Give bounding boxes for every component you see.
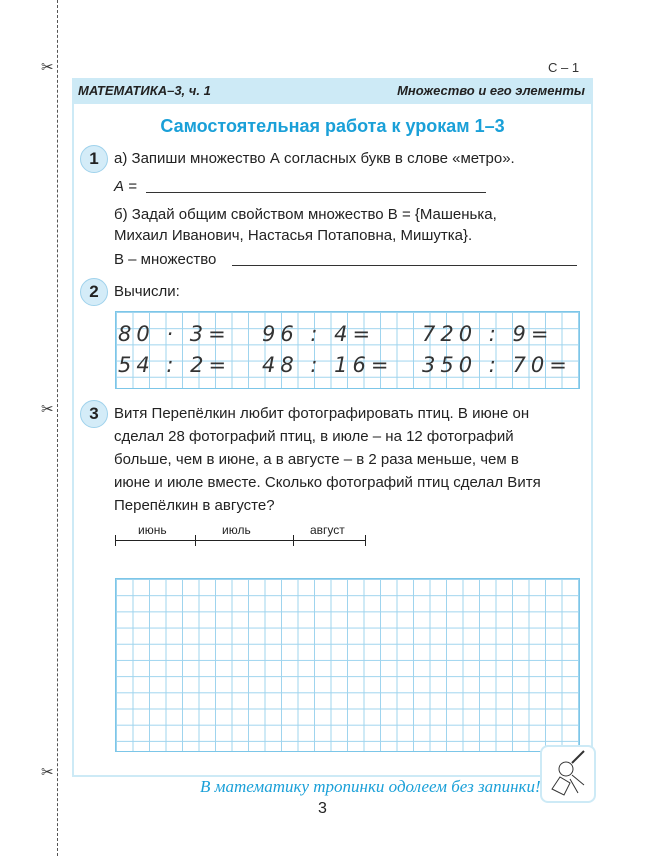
page-number: 3 [318,800,327,817]
segment-label: июль [222,523,251,537]
answer-grid[interactable] [115,578,580,752]
answer-line[interactable] [146,192,486,193]
segment-tick [115,535,116,546]
cut-line [57,0,58,856]
task2-text: Вычисли: [114,283,180,300]
answer-line[interactable] [232,265,577,266]
header-band: МАТЕМАТИКА–3, ч. 1 Множество и его элеме… [72,78,593,104]
header-subject: МАТЕМАТИКА–3, ч. 1 [78,83,211,98]
task-number: 1 [80,145,108,173]
expression: 48 : 16= [262,353,394,377]
segment-label: август [310,523,345,537]
task1-b-line1: б) Задай общим свойством множество В = {… [114,206,497,223]
mascot-illustration [540,745,596,803]
segment-tick [293,535,294,546]
expression: 720 : 9= [422,322,554,346]
pencil-character-icon [551,750,585,796]
task1-a-answer-label: А = [114,178,137,195]
expression: 54 : 2= [118,353,232,377]
task1-b-line2: Михаил Иванович, Настасья Потаповна, Миш… [114,227,473,244]
motto: В математику тропинки одолеем без запинк… [200,777,541,796]
answer-grid[interactable] [115,311,580,389]
task3-line: июне и июле вместе. Сколько фотографий п… [114,474,541,491]
task3-line: сделал 28 фотографий птиц, в июле – на 1… [114,428,514,445]
expression: 96 : 4= [262,322,376,346]
scissors-icon: ✂ [41,59,54,76]
task3-line: Перепёлкин в августе? [114,497,275,514]
segment-label: июнь [138,523,167,537]
expression: 80 · 3= [118,322,231,346]
segment-diagram [115,540,365,541]
expression: 350 : 70= [422,353,572,377]
task1-b-answer-label: В – множество [114,251,217,268]
task3-line: Витя Перепёлкин любит фотографировать пт… [114,405,530,422]
segment-tick [365,535,366,546]
scissors-icon: ✂ [41,401,54,418]
task3-line: больше, чем в июне, а в августе – в 2 ра… [114,451,519,468]
header-topic: Множество и его элементы [397,83,585,98]
segment-tick [195,535,196,546]
task1-a-text: а) Запиши множество А согласных букв в с… [114,150,515,167]
page-code: С – 1 [548,60,580,75]
content-frame [72,78,593,777]
page-title: Самостоятельная работа к урокам 1–3 [160,116,505,136]
task-number: 2 [80,278,108,306]
scissors-icon: ✂ [41,764,54,781]
task-number: 3 [80,400,108,428]
